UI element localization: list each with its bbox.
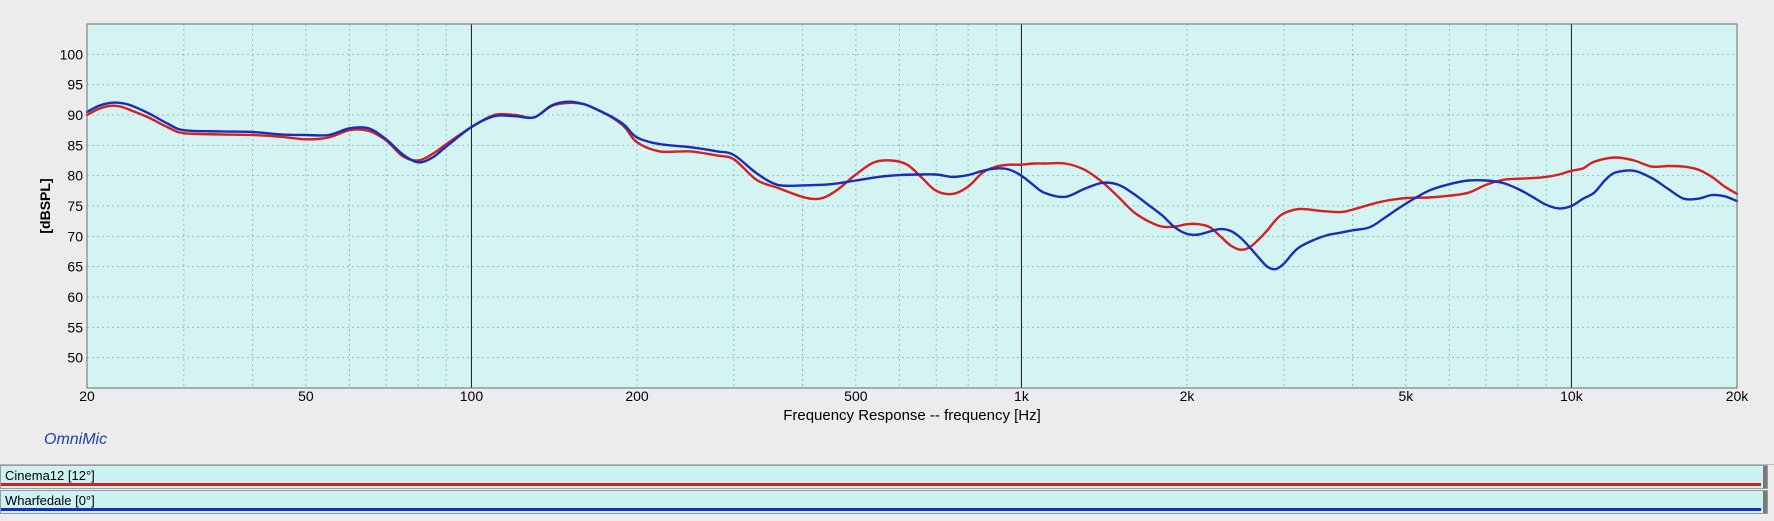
y-tick-label: 85 — [67, 137, 83, 153]
legend-line-swatch — [1, 508, 1761, 511]
x-tick-label: 50 — [298, 388, 314, 404]
legend-item-cinema12[interactable]: Cinema12 [12°] — [0, 465, 1768, 489]
plot-border — [86, 23, 1738, 389]
y-axis-label: [dBSPL] — [37, 178, 53, 233]
legend-item-wharfedale[interactable]: Wharfedale [0°] — [0, 490, 1768, 514]
y-tick-label: 90 — [67, 107, 83, 123]
y-tick-label: 50 — [67, 350, 83, 366]
x-tick-label: 200 — [625, 388, 649, 404]
chart-panel: 50 55 60 65 70 75 80 85 90 95 100 20 50 100 200 500 1k 2… — [0, 23, 1774, 465]
minor-grid — [87, 24, 1737, 388]
legend-line-swatch — [1, 483, 1761, 486]
y-tick-label: 70 — [67, 228, 83, 244]
x-tick-label: 500 — [844, 388, 868, 404]
x-tick-label: 1k — [1014, 388, 1030, 404]
x-tick-label: 100 — [460, 388, 484, 404]
x-tick-label: 20 — [79, 388, 95, 404]
series-line-wharfedale — [85, 100, 1739, 271]
series-layer — [85, 100, 1739, 271]
brand-label: OmniMic — [44, 431, 108, 448]
y-tick-label: 55 — [67, 319, 83, 335]
legend-label: Wharfedale [0°] — [5, 493, 95, 508]
legend-scroll-handle[interactable] — [1763, 491, 1767, 513]
y-tick-label: 100 — [60, 46, 84, 62]
y-tick-label: 95 — [67, 77, 83, 93]
legend-scroll-handle[interactable] — [1763, 466, 1767, 488]
y-tick-labels: 50 55 60 65 70 75 80 85 90 95 100 — [60, 46, 84, 365]
x-tick-label: 20k — [1726, 388, 1750, 404]
y-tick-label: 65 — [67, 259, 83, 275]
x-tick-label: 5k — [1398, 388, 1414, 404]
x-tick-label: 2k — [1180, 388, 1196, 404]
x-axis-label: Frequency Response -- frequency [Hz] — [783, 407, 1041, 424]
x-tick-label: 10k — [1560, 388, 1584, 404]
y-tick-label: 60 — [67, 289, 83, 305]
y-tick-label: 80 — [67, 168, 83, 184]
x-tick-labels: 20 50 100 200 500 1k 2k 5k 10k 20k — [79, 388, 1749, 404]
legend-label: Cinema12 [12°] — [5, 468, 95, 483]
y-tick-label: 75 — [67, 198, 83, 214]
